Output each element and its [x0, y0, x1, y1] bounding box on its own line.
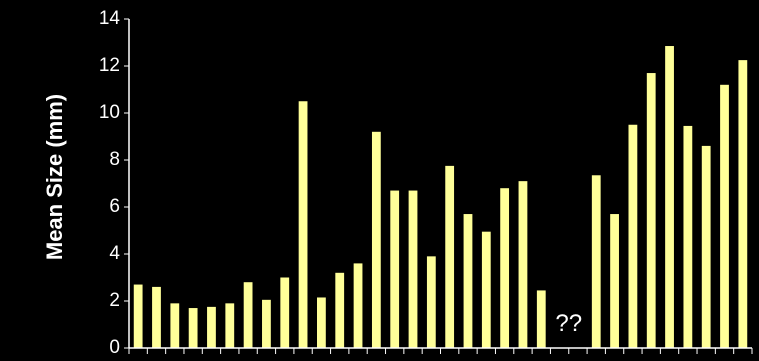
axes — [128, 19, 753, 354]
bar — [133, 284, 143, 348]
y-axis-title: Mean Size (mm) — [42, 94, 67, 260]
bar — [371, 131, 381, 348]
bar — [683, 125, 693, 348]
bar — [445, 165, 455, 348]
bar — [665, 46, 674, 349]
y-tick-label: 6 — [109, 196, 120, 217]
bar — [426, 256, 436, 348]
bar — [738, 60, 748, 348]
bar — [170, 303, 180, 348]
y-tick-label: 8 — [109, 149, 120, 170]
bar — [536, 290, 546, 348]
bar — [335, 272, 345, 348]
bar — [225, 303, 235, 348]
bar — [481, 231, 491, 348]
bar — [610, 214, 619, 348]
bar — [243, 282, 253, 348]
bar — [518, 181, 528, 348]
bar — [280, 277, 290, 348]
bar — [353, 263, 363, 348]
annotations: ?? — [555, 310, 582, 337]
bar — [463, 214, 473, 348]
y-tick-label: 4 — [109, 243, 120, 264]
y-tick-label: 12 — [99, 55, 120, 76]
bar — [298, 101, 308, 348]
y-tick-label: 10 — [99, 102, 120, 123]
bar — [408, 190, 418, 348]
y-axis-ticks: 0 2 4 6 8 10 12 14 — [99, 8, 129, 358]
bars — [133, 46, 748, 349]
bar — [628, 124, 638, 348]
bar — [500, 188, 510, 348]
bar — [316, 297, 326, 348]
bar — [262, 299, 271, 348]
bar — [591, 175, 601, 348]
y-tick-label: 14 — [99, 8, 121, 29]
bar — [390, 190, 400, 348]
bar — [646, 73, 656, 349]
annotation-label: ?? — [555, 310, 582, 337]
bar — [188, 308, 198, 348]
bar — [720, 84, 729, 349]
y-tick-label: 0 — [109, 337, 120, 358]
bar — [701, 145, 711, 348]
bar — [207, 306, 216, 348]
y-tick-label: 2 — [109, 290, 120, 311]
bar — [152, 286, 161, 348]
